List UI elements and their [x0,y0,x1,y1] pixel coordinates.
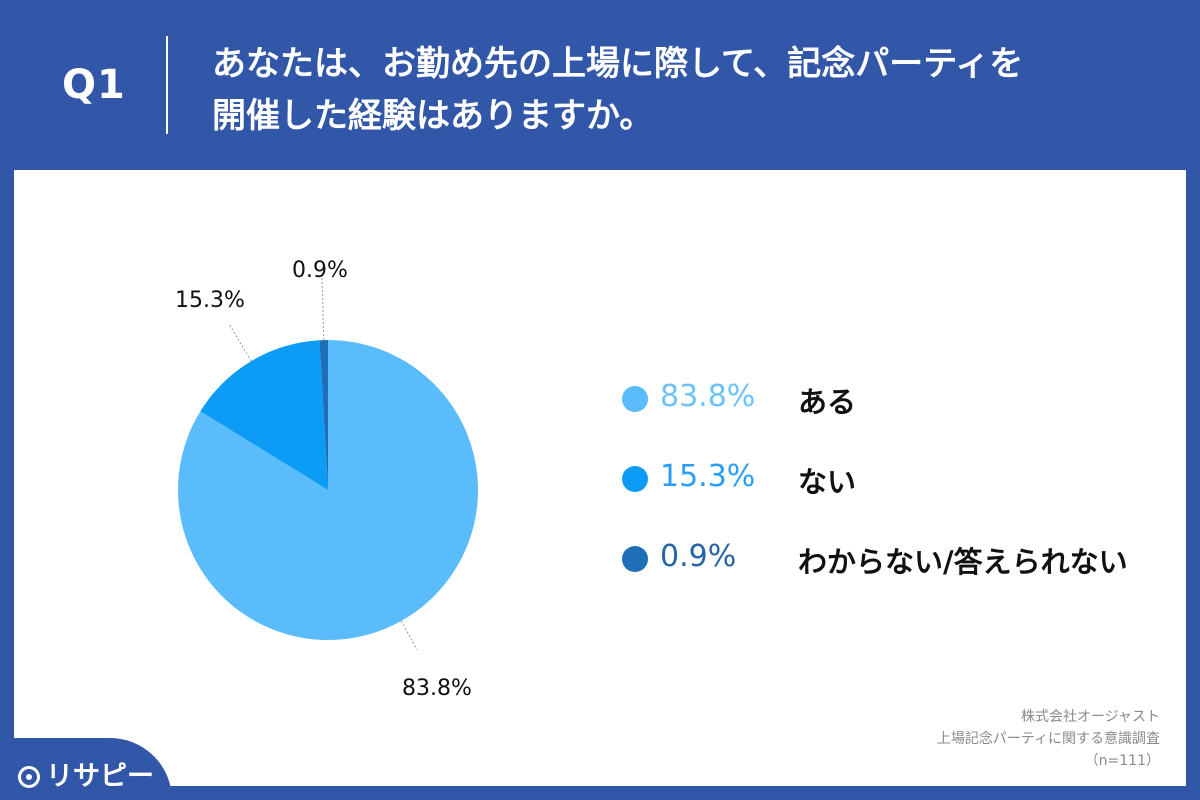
legend-dot-nai [622,466,648,492]
legend-item-nai: 15.3% ない [622,455,1182,505]
pin-icon [18,766,40,788]
data-label-nai: 15.3% [175,288,245,313]
header-divider [166,36,168,134]
chart-panel: 83.8% 15.3% 0.9% 83.8% ある 15.3% ない 0.9% わか… [14,170,1186,786]
leader-line-aru [400,620,418,651]
legend-item-aru: 83.8% ある [622,375,1182,425]
question-line-2: 開催した経験はありますか。 [212,96,654,136]
source-sample-size: （n=111） [1084,753,1160,769]
legend-percent-nai: 15.3% [660,459,756,494]
legend-item-unknown: 0.9% わからない/答えられない [622,535,1182,585]
risapi-logo: リサピー [18,754,154,793]
leader-line-unknown [321,272,325,341]
legend-label-aru: ある [798,385,857,419]
legend-percent-unknown: 0.9% [660,539,737,574]
legend: 83.8% ある 15.3% ない 0.9% わからない/答えられない [622,375,1182,615]
header: Q1 あなたは、お勤め先の上場に際して、記念パーティを 開催した経験はありますか… [0,0,1200,170]
question-text: あなたは、お勤め先の上場に際して、記念パーティを 開催した経験はありますか。 [212,38,1023,142]
data-label-aru: 83.8% [402,676,472,701]
data-label-unknown: 0.9% [292,258,348,283]
pie-slice-unknown [319,340,328,490]
logo-text: リサピー [46,761,154,792]
question-number: Q1 [62,62,126,108]
pie-chart: 83.8% 15.3% 0.9% [175,258,478,701]
source-survey: 上場記念パーティに関する意識調査 [936,731,1160,747]
question-line-1: あなたは、お勤め先の上場に際して、記念パーティを [212,44,1024,84]
legend-dot-aru [622,386,648,412]
legend-percent-aru: 83.8% [660,379,756,414]
pie-slice-nai [200,340,328,490]
source-company: 株式会社オージャスト [1020,709,1160,725]
legend-label-unknown: わからない/答えられない [798,545,1128,579]
legend-dot-unknown [622,546,648,572]
leader-line-nai [229,324,252,362]
source-note: 株式会社オージャスト 上場記念パーティに関する意識調査 （n=111） [937,706,1160,772]
legend-label-nai: ない [798,465,857,499]
